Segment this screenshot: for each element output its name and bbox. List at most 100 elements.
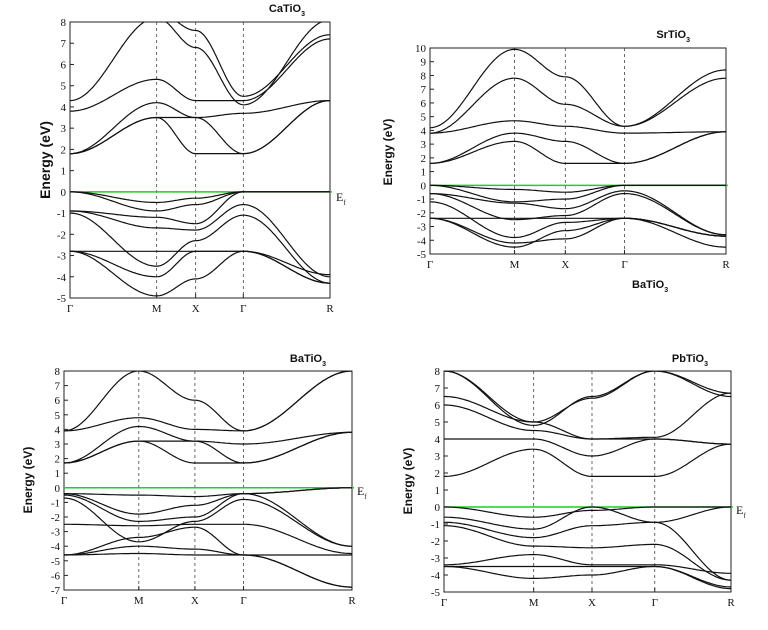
y-tick-label: 7	[55, 381, 61, 393]
band-line-7	[430, 190, 726, 236]
band-line-8	[444, 521, 731, 581]
band-line-4	[430, 131, 726, 164]
band-line-8	[70, 191, 330, 225]
band-line-11	[64, 545, 352, 588]
x-tick-label: Γ	[621, 259, 627, 271]
y-tick-label: 6	[421, 98, 427, 110]
fermi-label: Ef	[736, 503, 746, 520]
band-line-12	[64, 552, 352, 588]
band-line-3	[70, 100, 330, 155]
bands	[430, 48, 726, 248]
panel-title: BaTiO3	[290, 353, 326, 368]
band-line-8	[64, 497, 352, 547]
y-tick-label: -2	[417, 208, 426, 220]
band-line-5	[444, 443, 731, 477]
band-line-9	[64, 523, 352, 555]
y-tick-label: 3	[61, 123, 67, 135]
y-axis-label: Energy (eV)	[401, 448, 415, 515]
y-tick-label: 8	[61, 17, 67, 29]
x-tick-label: Γ	[427, 259, 433, 271]
y-tick-label: 3	[435, 451, 441, 463]
x-tick-label: Γ	[441, 597, 447, 609]
panel-title: SrTiO3	[656, 29, 690, 44]
panel-title: PbTiO3	[672, 353, 708, 368]
band-panel-batio3: -7 -6 -5 -4 -3 -2 -1 0 1 2 3 4 5 6 7 8 Γ M X Γ R BaTiO3 Energy…	[21, 353, 367, 607]
y-tick-label: -5	[431, 587, 441, 599]
y-tick-label: 4	[421, 125, 427, 137]
y-tick-label: -5	[417, 249, 427, 261]
band-line-6	[444, 506, 731, 518]
y-tick-label: 7	[421, 84, 427, 96]
y-tick-label: 4	[435, 434, 441, 446]
x-tick-label: M	[134, 595, 144, 607]
band-line-12	[444, 565, 731, 590]
band-line-8	[430, 193, 726, 236]
plot-frame	[443, 370, 732, 593]
x-tick-label: Γ	[240, 595, 246, 607]
y-tick-label: 5	[435, 417, 441, 429]
band-panel-pbtio3: -5 -4 -3 -2 -1 0 1 2 3 4 5 6 7 8 Γ M X Γ R PbTiO3 Energy (eV…	[401, 353, 746, 609]
y-tick-label: 2	[61, 144, 67, 156]
band-line-7	[444, 506, 731, 530]
y-tick-label: 4	[61, 102, 67, 114]
plot-frame	[69, 21, 331, 299]
band-line-5	[430, 184, 726, 193]
y-tick-label: 3	[55, 439, 61, 451]
y-tick-label: -1	[417, 194, 426, 206]
y-tick-label: -4	[57, 272, 67, 284]
x-tick-label: M	[152, 303, 162, 315]
y-tick-label: -1	[431, 519, 440, 531]
y-tick-label: -5	[51, 556, 61, 568]
plot-frame	[429, 47, 727, 255]
y-tick-label: 0	[435, 502, 441, 514]
x-tick-label: X	[192, 303, 200, 315]
band-line-2	[70, 38, 330, 112]
band-line-1	[430, 77, 726, 134]
band-line-0	[430, 48, 726, 129]
band-line-0	[176, 22, 330, 97]
band-line-11	[444, 565, 731, 588]
y-axis-label: Energy (eV)	[37, 121, 53, 199]
band-line-6	[64, 487, 352, 515]
y-tick-label: -3	[51, 527, 61, 539]
y-tick-label: 4	[55, 424, 61, 436]
x-tick-label: R	[727, 597, 735, 609]
band-line-2	[64, 425, 352, 464]
x-tick-label: Γ	[61, 595, 67, 607]
y-tick-label: 2	[435, 468, 441, 480]
y-tick-label: 1	[55, 468, 61, 480]
y-tick-label: 1	[421, 167, 427, 179]
y-tick-label: 5	[61, 81, 67, 93]
y-tick-label: -2	[57, 229, 66, 241]
band-line-4	[70, 100, 330, 155]
y-tick-label: -4	[417, 235, 427, 247]
y-tick-label: 7	[61, 38, 67, 50]
y-axis-label: Energy (eV)	[21, 447, 35, 514]
y-tick-label: -4	[431, 570, 441, 582]
y-tick-label: 6	[55, 395, 61, 407]
y-tick-label: 8	[55, 366, 61, 378]
band-line-0	[444, 371, 731, 427]
band-line-0	[64, 371, 352, 432]
band-line-6	[70, 191, 330, 204]
y-tick-label: 3	[421, 139, 427, 151]
y-tick-label: -4	[51, 541, 61, 553]
bands	[64, 371, 352, 588]
y-tick-label: 0	[55, 483, 61, 495]
y-tick-label: -1	[57, 208, 66, 220]
y-tick-label: -1	[51, 497, 60, 509]
y-axis-label: Energy (eV)	[381, 119, 395, 186]
bands	[444, 371, 731, 590]
x-tick-label: X	[588, 597, 596, 609]
y-tick-label: 2	[421, 153, 427, 165]
y-tick-label: -7	[51, 585, 61, 597]
band-line-3	[430, 131, 726, 165]
y-tick-label: 7	[435, 383, 441, 395]
y-tick-label: 6	[435, 400, 441, 412]
y-tick-label: 0	[421, 180, 427, 192]
y-tick-label: 2	[55, 454, 61, 466]
y-tick-label: -2	[51, 512, 60, 524]
y-tick-label: -6	[51, 570, 61, 582]
